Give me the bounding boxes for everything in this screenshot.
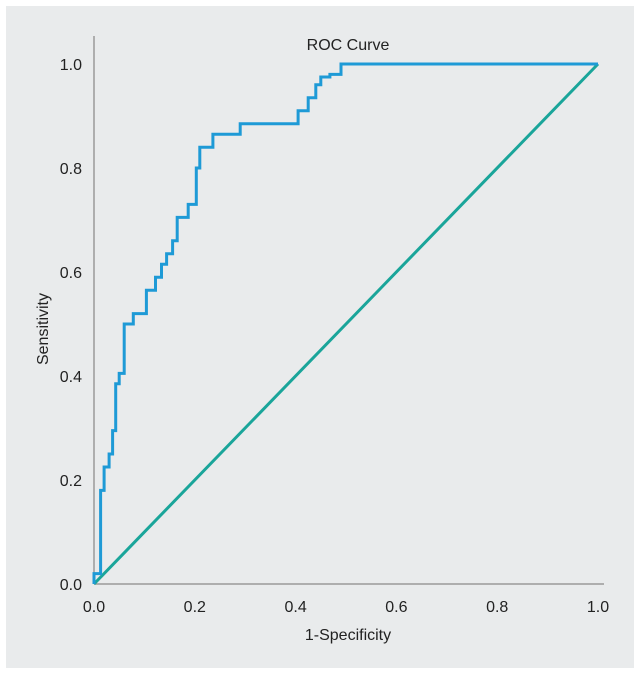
x-tick-label: 0.4	[284, 599, 306, 616]
axes	[93, 36, 604, 585]
y-tick-label: 0.0	[60, 577, 82, 594]
y-tick-label: 0.8	[60, 161, 82, 178]
y-axis-title: Sensitivity	[35, 293, 52, 365]
reference-diagonal-line	[92, 62, 600, 586]
tick-labels: 0.0 0.2 0.4 0.6 0.8 1.0 0.0 0.2 0.4 0.6 0.8 1.0	[60, 57, 609, 616]
x-axis-title: 1-Specificity	[305, 627, 391, 644]
chart-title: ROC Curve	[307, 37, 390, 54]
x-tick-label: 0.0	[83, 599, 105, 616]
chart-panel	[6, 6, 634, 668]
x-tick-label: 0.2	[184, 599, 206, 616]
x-tick-label: 0.8	[486, 599, 508, 616]
x-tick-label: 0.6	[385, 599, 407, 616]
y-tick-label: 1.0	[60, 57, 82, 74]
y-tick-label: 0.6	[60, 265, 82, 282]
y-tick-label: 0.2	[60, 473, 82, 490]
y-tick-label: 0.4	[60, 369, 82, 386]
x-tick-label: 1.0	[587, 599, 609, 616]
series-lines	[92, 62, 600, 586]
roc-curve-line	[92, 62, 598, 584]
